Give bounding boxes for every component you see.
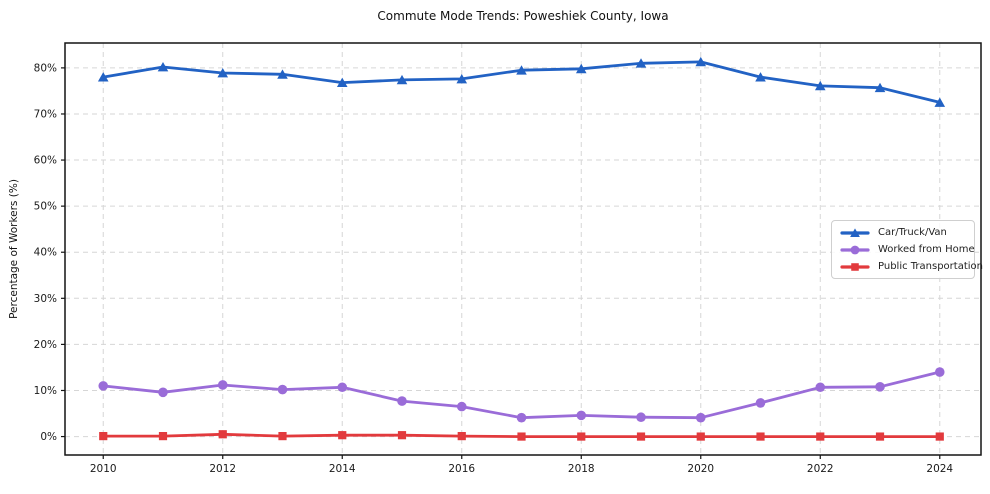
legend-sample-public-transportation [840, 262, 870, 271]
data-point-2013 [277, 384, 288, 395]
legend-sample-worked-from-home [840, 245, 870, 254]
x-tick-label: 2022 [807, 463, 834, 475]
data-point-2010 [99, 432, 108, 441]
chart-title: Commute Mode Trends: Poweshiek County, I… [377, 9, 669, 23]
data-point-2022 [815, 382, 826, 393]
data-point-2010 [97, 72, 109, 82]
legend-label: Public Transportation [878, 261, 983, 272]
y-axis-label: Percentage of Workers (%) [8, 179, 20, 319]
y-tick-label: 40% [34, 247, 57, 259]
data-point-2023 [875, 381, 885, 392]
data-point-2010 [98, 381, 109, 391]
data-point-2017 [516, 65, 527, 75]
data-point-2015 [396, 74, 408, 85]
x-tick-label: 2018 [568, 463, 595, 475]
data-point-2024 [934, 367, 945, 377]
data-point-2013 [278, 432, 287, 441]
data-point-2019 [635, 58, 647, 68]
legend-label: Worked from Home [878, 244, 975, 255]
data-point-2022 [814, 80, 826, 91]
x-tick-label: 2024 [926, 463, 953, 475]
data-point-2011 [158, 432, 168, 441]
data-point-2021 [755, 398, 766, 408]
y-tick-label: 70% [34, 108, 57, 120]
data-point-2012 [217, 67, 229, 78]
legend-item-public-transportation: Public Transportation [840, 260, 983, 274]
data-point-2024 [935, 432, 944, 441]
data-point-2015 [397, 396, 407, 406]
legend-marker [850, 227, 860, 237]
data-point-2012 [217, 380, 228, 390]
data-point-2016 [456, 73, 468, 84]
y-tick-label: 60% [34, 155, 57, 167]
data-point-2024 [934, 97, 946, 107]
data-point-2015 [397, 431, 407, 440]
data-point-2018 [576, 410, 587, 421]
data-point-2020 [696, 432, 705, 441]
legend-sample-car-truck-van [840, 227, 870, 237]
x-tick-label: 2016 [448, 463, 475, 475]
legend-label: Car/Truck/Van [878, 227, 947, 238]
data-point-2023 [874, 82, 886, 93]
x-tick-label: 2014 [329, 463, 356, 475]
data-point-2018 [575, 63, 587, 74]
legend-item-worked-from-home: Worked from Home [840, 243, 975, 257]
x-tick-label: 2010 [90, 463, 117, 475]
data-point-2011 [158, 387, 168, 398]
data-point-2014 [337, 382, 348, 393]
x-tick-label: 2020 [687, 463, 714, 475]
data-point-2011 [157, 61, 169, 72]
plot-border [64, 42, 982, 456]
data-point-2021 [756, 432, 765, 441]
x-tick-label: 2012 [209, 463, 236, 475]
data-point-2019 [636, 432, 646, 441]
data-point-2014 [338, 431, 347, 440]
y-tick-label: 20% [34, 339, 57, 351]
data-point-2021 [755, 72, 766, 82]
data-point-2017 [516, 412, 527, 423]
data-point-2020 [695, 56, 707, 67]
data-point-2012 [218, 430, 227, 439]
data-point-2014 [336, 77, 348, 88]
y-tick-label: 50% [34, 201, 57, 213]
data-point-2020 [695, 412, 706, 423]
data-point-2013 [277, 69, 288, 79]
data-point-2022 [816, 432, 825, 441]
legend-marker [850, 245, 860, 254]
legend-item-car-truck-van: Car/Truck/Van [840, 226, 966, 240]
data-point-2023 [875, 432, 885, 441]
series-line-worked-from-home [101, 370, 942, 420]
legend-marker [851, 262, 859, 271]
y-tick-label: 10% [34, 385, 57, 397]
y-tick-label: 80% [34, 62, 57, 74]
y-tick-label: 0% [40, 431, 57, 443]
data-point-2019 [636, 412, 646, 423]
data-point-2016 [457, 432, 466, 441]
legend: Car/Truck/Van Worked from Home Public Tr… [831, 220, 983, 279]
data-point-2018 [577, 432, 586, 441]
data-point-2017 [517, 432, 526, 441]
y-tick-label: 30% [34, 293, 57, 305]
data-point-2016 [456, 401, 467, 412]
